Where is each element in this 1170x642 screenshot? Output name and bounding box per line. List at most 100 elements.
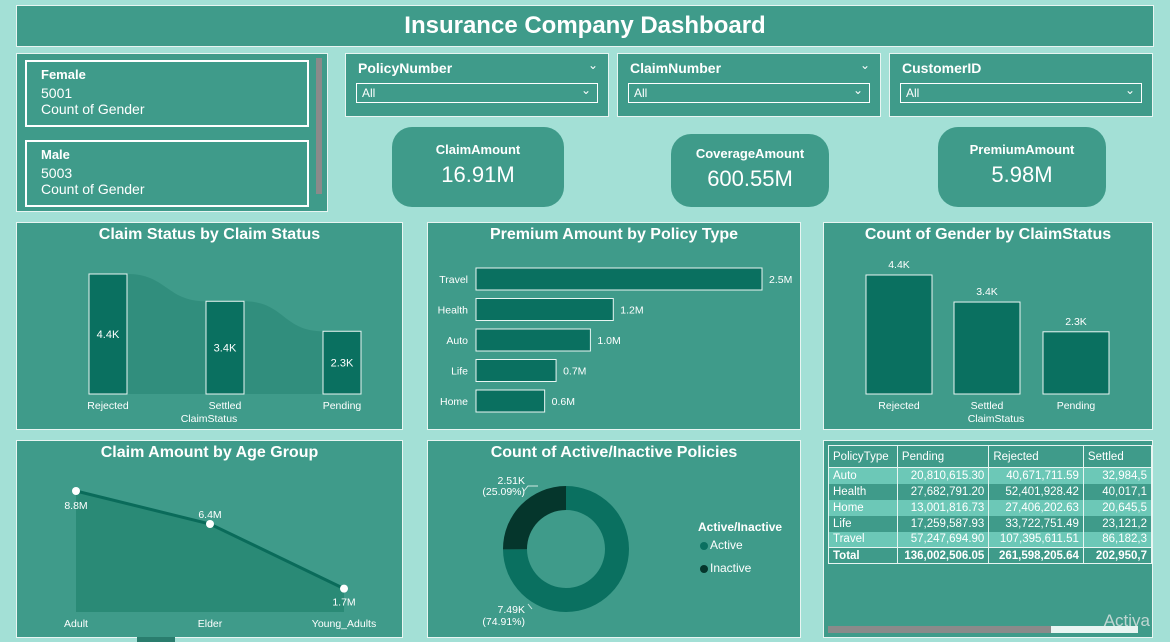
column-header[interactable]: Rejected <box>988 445 1084 468</box>
bar <box>475 267 763 291</box>
bar <box>475 328 591 352</box>
legend-marker-inactive <box>700 565 708 573</box>
x-tick-label: Rejected <box>878 400 920 412</box>
slice-value-label: 2.51K <box>498 475 525 487</box>
data-label: 2.5M <box>769 274 792 286</box>
chevron-down-icon: ⌄ <box>580 83 591 97</box>
cell-value: 33,722,751.49 <box>988 515 1084 532</box>
claimnumber-dropdown[interactable]: All ⌄ <box>628 83 870 103</box>
chart-title: Premium Amount by Policy Type <box>489 226 739 243</box>
chevron-down-icon: ⌄ <box>852 83 863 97</box>
data-label: 2.3K <box>1065 316 1087 328</box>
gender-card-panel: Female 5001 Count of Gender Male 5003 Co… <box>16 53 328 212</box>
row-label: Home <box>828 499 898 516</box>
bar <box>322 330 362 395</box>
data-label: 8.8M <box>64 500 87 512</box>
dropdown-value: All <box>362 86 376 100</box>
data-label: 1.2M <box>620 305 643 317</box>
kpi-value: 600.55M <box>707 166 793 191</box>
gender-claimstatus-svg: ClaimStatus 4.4K Rejected 3.4K Settled 2.3K P… <box>865 259 1110 425</box>
kpi-value: 5.98M <box>991 162 1053 187</box>
cell-value: 32,984,5 <box>1082 467 1152 484</box>
x-tick-label: Young_Adults <box>312 618 376 630</box>
page-tab[interactable] <box>137 637 175 642</box>
claim-status-chart[interactable]: Claim Status by Claim Status ClaimStatus… <box>16 222 403 430</box>
row-label: Travel <box>828 531 898 548</box>
customerid-dropdown[interactable]: All ⌄ <box>900 83 1142 103</box>
point <box>340 584 348 593</box>
slicer-policynumber: PolicyNumber ⌄ All ⌄ <box>345 53 609 117</box>
table-horizontal-scrollbar[interactable] <box>828 626 1138 633</box>
slice-pct-label: (25.09%) <box>482 486 525 498</box>
cell-value: 20,810,615.30 <box>896 467 990 484</box>
table-total-row: Total 136,002,506.05 261,598,205.64 202,… <box>828 547 1152 564</box>
dashboard-title: Insurance Company Dashboard <box>16 5 1154 47</box>
x-tick-label: Settled <box>209 400 242 412</box>
gender-card-male[interactable]: Male 5003 Count of Gender <box>25 140 309 207</box>
kpi-claimamount[interactable]: ClaimAmount 16.91M <box>392 127 564 207</box>
cell-value: 86,182,3 <box>1082 531 1152 548</box>
chevron-down-icon: ⌄ <box>1124 83 1135 97</box>
column-header[interactable]: PolicyType <box>828 445 898 468</box>
row-label: Life <box>828 515 898 532</box>
row-label: Health <box>828 483 898 500</box>
table-header-row: PolicyType Pending Rejected Settled <box>828 445 1152 468</box>
cell-value: 202,950,7 <box>1082 547 1152 564</box>
slicer-title: PolicyNumber <box>358 60 453 76</box>
policynumber-dropdown[interactable]: All ⌄ <box>356 83 598 103</box>
slicer-claimnumber: ClaimNumber ⌄ All ⌄ <box>617 53 881 117</box>
cell-value: 40,671,711.59 <box>988 467 1084 484</box>
row-label: Total <box>828 547 898 564</box>
bar <box>865 274 933 395</box>
point <box>72 487 80 495</box>
cell-value: 27,406,202.63 <box>988 499 1084 516</box>
table-row: Life 17,259,587.93 33,722,751.49 23,121,… <box>828 515 1152 532</box>
card-scrollbar[interactable] <box>316 58 322 194</box>
chart-title: Count of Active/Inactive Policies <box>490 444 738 461</box>
active-policies-chart[interactable]: Count of Active/Inactive Policies Active… <box>427 440 801 638</box>
slice-pct-label: (74.91%) <box>482 616 525 628</box>
policy-matrix-table[interactable]: PolicyType Pending Rejected Settled Auto… <box>823 440 1153 638</box>
column-header[interactable]: Settled <box>1082 445 1152 468</box>
kpi-coverageamount[interactable]: CoverageAmount 600.55M <box>671 134 829 207</box>
slicer-title: ClaimNumber <box>630 60 722 76</box>
card-label: Male <box>41 147 70 162</box>
x-category-sublabel: ClaimStatus <box>181 413 238 425</box>
matrix: PolicyType Pending Rejected Settled Auto… <box>828 445 1152 564</box>
y-tick-label: Health <box>438 305 469 317</box>
cell-value: 136,002,506.05 <box>896 547 990 564</box>
table-row: Health 27,682,791.20 52,401,928.42 40,01… <box>828 483 1152 500</box>
premium-policy-chart[interactable]: Premium Amount by Policy Type Travel 2.5M… <box>427 222 801 430</box>
legend-label-active: Active <box>710 538 743 552</box>
y-tick-label: Auto <box>446 335 468 347</box>
chevron-down-icon[interactable]: ⌄ <box>587 58 598 72</box>
table-row: Travel 57,247,694.90 107,395,611.51 86,1… <box>828 531 1152 548</box>
data-label: 0.7M <box>563 366 586 378</box>
dropdown-value: All <box>906 86 920 100</box>
x-tick-label: Pending <box>323 400 362 412</box>
gender-claimstatus-chart[interactable]: Count of Gender by ClaimStatus ClaimStat… <box>823 222 1153 430</box>
x-tick-label: Rejected <box>87 400 129 412</box>
chart-title: Claim Status by Claim Status <box>98 226 321 243</box>
cell-value: 23,121,2 <box>1082 515 1152 532</box>
gender-card-female[interactable]: Female 5001 Count of Gender <box>25 60 309 127</box>
point <box>206 520 214 528</box>
cell-value: 57,247,694.90 <box>896 531 990 548</box>
column-header[interactable]: Pending <box>896 445 990 468</box>
data-label: 3.4K <box>976 286 998 298</box>
age-group-chart[interactable]: Claim Amount by Age Group 8.8M Adult 6.4M E… <box>16 440 403 638</box>
bar <box>1042 331 1110 395</box>
cell-value: 13,001,816.73 <box>896 499 990 516</box>
scrollbar-thumb[interactable] <box>828 626 1052 633</box>
kpi-premiumamount[interactable]: PremiumAmount 5.98M <box>938 127 1106 207</box>
donut-svg: Active/Inactive Active Inactive 2.51K(25… <box>482 475 782 628</box>
donut-slice <box>503 486 566 550</box>
legend-marker-active <box>700 542 708 550</box>
cell-value: 20,645,5 <box>1082 499 1152 516</box>
legend-title: Active/Inactive <box>698 520 782 534</box>
data-label: 0.6M <box>552 396 575 408</box>
chevron-down-icon[interactable]: ⌄ <box>859 58 870 72</box>
slicer-title: CustomerID <box>902 60 982 76</box>
slice-value-label: 7.49K <box>498 604 525 616</box>
premium-policy-svg: Travel 2.5M Health 1.2M Auto 1.0M Life 0.7M Home… <box>438 267 792 413</box>
